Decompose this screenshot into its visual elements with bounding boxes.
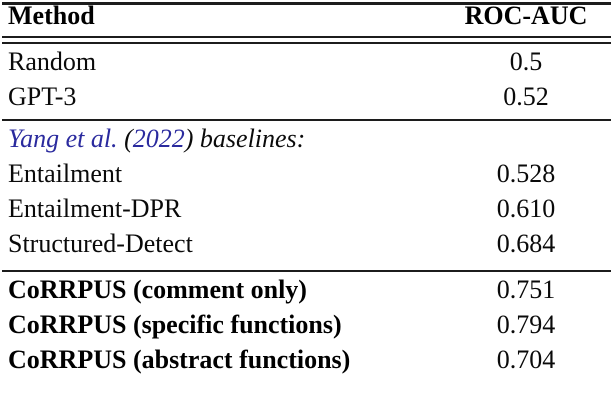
value-cell: 0.52 — [503, 82, 549, 111]
value-cell: 0.610 — [496, 194, 556, 223]
table-row-entailment: Entailment 0.528 — [2, 156, 611, 191]
value-cell: 0.794 — [496, 310, 556, 339]
mid-rule-1 — [2, 119, 611, 121]
citation-paren-open: ( — [117, 124, 133, 153]
value-cell: 0.5 — [509, 47, 543, 76]
value-cell: 0.704 — [496, 345, 556, 374]
column-header-roc-auc: ROC-AUC — [464, 1, 588, 30]
results-table: Method ROC-AUC Random 0.5 GPT-3 0.52 Yan… — [2, 2, 611, 377]
method-cell: CoRRPUS (comment only) — [8, 275, 307, 304]
method-cell: GPT-3 — [8, 82, 77, 111]
value-cell: 0.528 — [496, 159, 556, 188]
table-row-structured-detect: Structured-Detect 0.684 — [2, 226, 611, 261]
table-row-corrpus-specific-functions: CoRRPUS (specific functions) 0.794 — [2, 307, 611, 342]
header-double-rule — [2, 36, 611, 44]
citation-authors-link[interactable]: Yang et al. — [8, 124, 118, 153]
table-row-corrpus-abstract-functions: CoRRPUS (abstract functions) 0.704 — [2, 342, 611, 377]
group-label-row: Yang et al. (2022) baselines: — [2, 121, 611, 156]
table-header-row: Method ROC-AUC — [2, 1, 611, 36]
column-header-method: Method — [8, 1, 95, 30]
table-row-gpt3: GPT-3 0.52 — [2, 79, 611, 114]
citation-paren-close: ) — [184, 124, 194, 153]
method-cell: Structured-Detect — [8, 229, 193, 258]
method-cell: Entailment-DPR — [8, 194, 182, 223]
method-cell: Entailment — [8, 159, 123, 188]
table-row-corrpus-comment-only: CoRRPUS (comment only) 0.751 — [2, 272, 611, 307]
group-label-suffix: baselines: — [193, 124, 306, 153]
top-rule — [2, 2, 611, 5]
value-cell: 0.751 — [496, 275, 556, 304]
table-row-entailment-dpr: Entailment-DPR 0.610 — [2, 191, 611, 226]
value-cell: 0.684 — [496, 229, 556, 258]
table-row-random: Random 0.5 — [2, 44, 611, 79]
citation-year-link[interactable]: 2022 — [132, 124, 185, 153]
method-cell: CoRRPUS (specific functions) — [8, 310, 342, 339]
method-cell: CoRRPUS (abstract functions) — [8, 345, 351, 374]
mid-rule-2 — [2, 270, 611, 272]
method-cell: Random — [8, 47, 97, 76]
